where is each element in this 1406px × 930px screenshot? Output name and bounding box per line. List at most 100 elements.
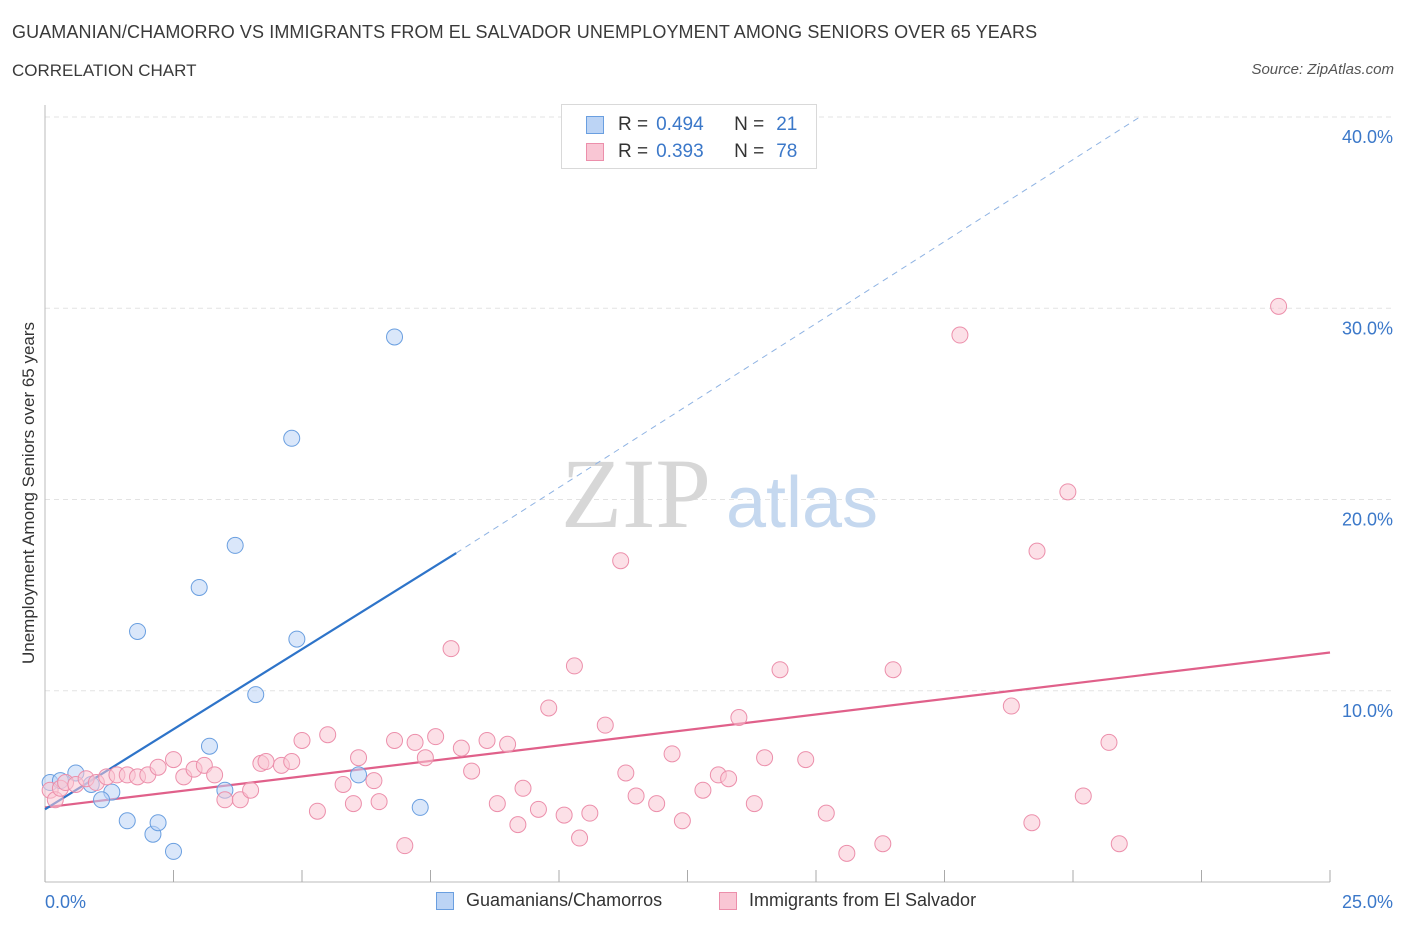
- trendline-guamanian: [44, 552, 457, 811]
- point-guamanian: [350, 766, 368, 784]
- point-salvador: [406, 733, 424, 751]
- point-salvador: [216, 791, 234, 809]
- chart-title: GUAMANIAN/CHAMORRO VS IMMIGRANTS FROM EL…: [12, 22, 1038, 42]
- legend-row-guamanian: R = 0.494 N = 21: [586, 114, 797, 136]
- tick-labels: 10.0% 20.0% 30.0% 40.0% 0.0% 25.0%: [45, 127, 1393, 912]
- point-salvador: [817, 804, 835, 822]
- point-salvador: [396, 837, 414, 855]
- point-salvador: [206, 766, 224, 784]
- trendline-guamanian-extension: [455, 116, 1141, 554]
- point-guamanian: [93, 791, 111, 809]
- n-value-guamanian: 21: [776, 114, 798, 135]
- point-salvador: [884, 661, 902, 679]
- source-label: Source: ZipAtlas.com: [1251, 61, 1394, 78]
- point-salvador: [442, 640, 460, 658]
- point-guamanian: [129, 622, 147, 640]
- point-salvador: [571, 829, 589, 847]
- y-tick-label: 10.0%: [1342, 701, 1393, 721]
- point-salvador: [627, 787, 645, 805]
- point-salvador: [565, 657, 583, 675]
- point-guamanian: [247, 686, 265, 704]
- point-guamanian: [190, 578, 208, 596]
- point-salvador: [283, 753, 301, 771]
- point-salvador: [1023, 814, 1041, 832]
- point-salvador: [509, 816, 527, 834]
- point-salvador: [514, 779, 532, 797]
- point-salvador: [257, 753, 275, 771]
- watermark-atlas: atlas: [726, 463, 878, 543]
- point-salvador: [617, 764, 635, 782]
- chart-subtitle: CORRELATION CHART: [12, 61, 197, 80]
- point-salvador: [694, 781, 712, 799]
- point-salvador: [596, 716, 614, 734]
- point-salvador: [1270, 297, 1288, 315]
- x-tick-label: 25.0%: [1342, 892, 1393, 912]
- y-tick-label: 40.0%: [1342, 127, 1393, 147]
- point-salvador: [1110, 835, 1128, 853]
- r-value-guamanian: 0.494: [656, 114, 704, 135]
- point-guamanian: [288, 630, 306, 648]
- point-salvador: [1059, 483, 1077, 501]
- legend-label-salvador: Immigrants from El Salvador: [749, 890, 977, 910]
- point-salvador: [463, 762, 481, 780]
- point-salvador: [334, 775, 352, 793]
- legend-item-salvador: Immigrants from El Salvador: [719, 890, 976, 911]
- point-salvador: [308, 802, 326, 820]
- point-guamanian: [200, 737, 218, 755]
- point-salvador: [344, 795, 362, 813]
- point-salvador: [370, 793, 388, 811]
- point-salvador: [149, 758, 167, 776]
- point-salvador: [1028, 542, 1046, 560]
- trend-lines: [44, 116, 1331, 811]
- point-salvador: [555, 806, 573, 824]
- point-guamanian: [149, 814, 167, 832]
- x-tick-label: 0.0%: [45, 892, 86, 912]
- legend-swatch-pink: [719, 891, 737, 910]
- n-label: N =: [734, 141, 765, 162]
- watermark-zip: ZIP: [561, 438, 711, 549]
- point-salvador: [416, 749, 434, 767]
- point-guamanian: [165, 842, 182, 860]
- data-points: [41, 297, 1288, 862]
- axes: [44, 105, 1331, 883]
- legend-swatch-blue: [586, 116, 604, 134]
- point-guamanian: [226, 536, 244, 554]
- point-salvador: [581, 804, 599, 822]
- y-axis-label: Unemployment Among Seniors over 65 years: [19, 322, 38, 664]
- grid-lines: [45, 116, 1395, 692]
- stats-legend: R = 0.494 N = 21 R = 0.393 N = 78: [561, 104, 817, 169]
- legend-item-guamanian: Guamanians/Chamorros: [436, 890, 662, 911]
- point-salvador: [293, 731, 311, 749]
- point-salvador: [951, 326, 969, 344]
- point-salvador: [319, 726, 337, 744]
- point-guamanian: [411, 798, 429, 816]
- point-salvador: [488, 795, 506, 813]
- r-label: R =: [618, 114, 649, 135]
- legend-row-salvador: R = 0.393 N = 78: [586, 141, 797, 163]
- point-salvador: [365, 772, 383, 790]
- point-salvador: [730, 709, 748, 727]
- point-salvador: [1074, 787, 1092, 805]
- legend-swatch-pink: [586, 143, 604, 161]
- point-guamanian: [386, 328, 404, 346]
- point-salvador: [797, 751, 815, 769]
- point-salvador: [1002, 697, 1020, 715]
- point-salvador: [427, 728, 445, 746]
- point-salvador: [874, 835, 892, 853]
- point-salvador: [499, 735, 517, 753]
- point-salvador: [242, 781, 260, 799]
- point-salvador: [478, 731, 496, 749]
- point-salvador: [1100, 733, 1118, 751]
- point-salvador: [838, 844, 856, 862]
- watermark: ZIP atlas: [561, 438, 878, 549]
- point-salvador: [165, 751, 182, 769]
- point-salvador: [529, 800, 547, 818]
- point-salvador: [350, 749, 368, 767]
- point-salvador: [648, 795, 666, 813]
- point-salvador: [756, 749, 774, 767]
- point-guamanian: [118, 812, 136, 830]
- n-value-salvador: 78: [776, 141, 798, 162]
- point-salvador: [452, 739, 470, 757]
- point-salvador: [386, 731, 404, 749]
